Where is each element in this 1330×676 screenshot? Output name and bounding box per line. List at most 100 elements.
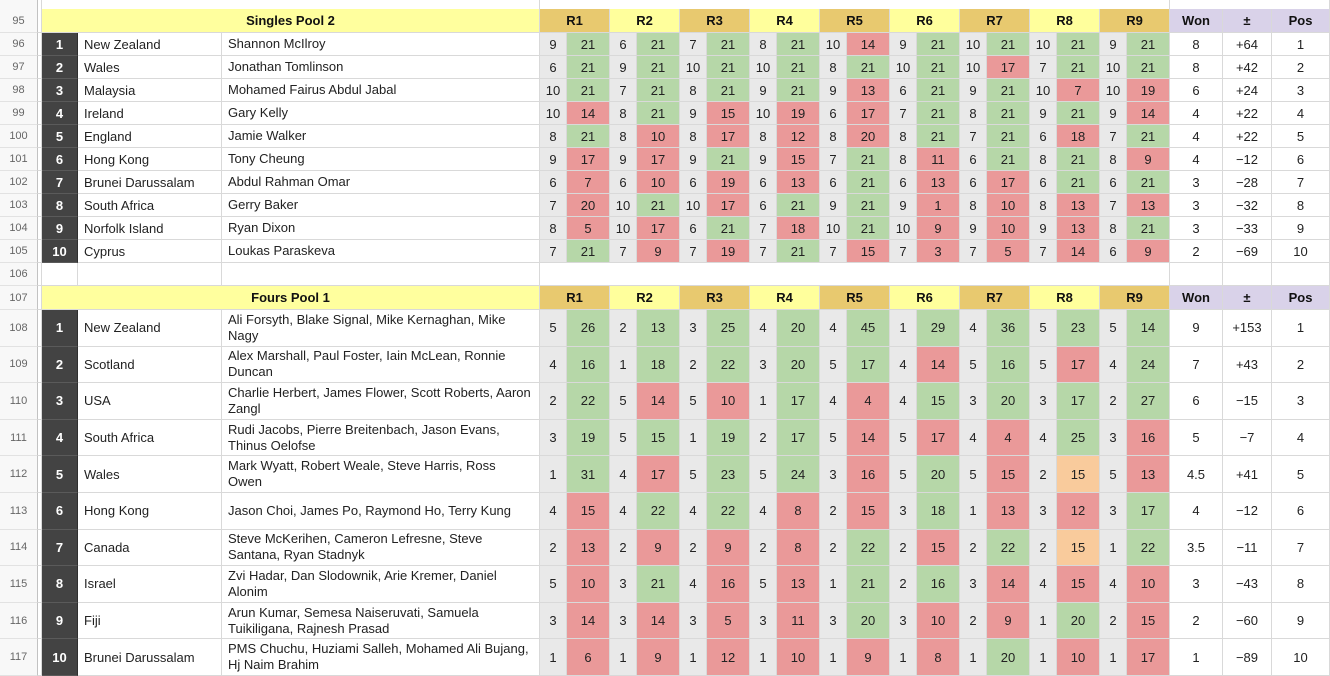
opponent-cell[interactable]: 3: [820, 456, 847, 493]
opponent-cell[interactable]: 8: [820, 125, 847, 148]
score-cell[interactable]: 17: [1057, 383, 1100, 420]
pos-cell[interactable]: 7: [1272, 529, 1330, 567]
players-cell[interactable]: Mark Wyatt, Robert Weale, Steve Harris, …: [222, 456, 540, 493]
score-cell[interactable]: 14: [567, 602, 610, 640]
score-cell[interactable]: 21: [847, 566, 890, 603]
opponent-cell[interactable]: 9: [820, 194, 847, 217]
diff-cell[interactable]: +42: [1223, 56, 1272, 79]
row-gutter-cell[interactable]: 101: [0, 148, 38, 171]
opponent-cell[interactable]: 7: [610, 79, 637, 102]
round-header[interactable]: R4: [750, 9, 820, 33]
players-cell[interactable]: Loukas Paraskeva: [222, 240, 540, 263]
diff-cell[interactable]: −60: [1223, 602, 1272, 640]
score-cell[interactable]: 15: [847, 492, 890, 530]
opponent-cell[interactable]: 4: [820, 383, 847, 420]
opponent-cell[interactable]: 3: [1100, 419, 1127, 457]
opponent-cell[interactable]: 5: [750, 566, 777, 603]
opponent-cell[interactable]: 6: [1030, 125, 1057, 148]
diff-cell[interactable]: +24: [1223, 79, 1272, 102]
diff-cell[interactable]: +41: [1223, 456, 1272, 493]
opponent-cell[interactable]: 7: [1100, 125, 1127, 148]
opponent-cell[interactable]: 10: [1100, 56, 1127, 79]
opponent-cell[interactable]: 4: [680, 492, 707, 530]
opponent-cell[interactable]: 3: [540, 419, 567, 457]
diff-cell[interactable]: −33: [1223, 217, 1272, 240]
country-cell[interactable]: England: [78, 125, 222, 148]
opponent-cell[interactable]: 2: [890, 566, 917, 603]
score-cell[interactable]: 21: [847, 217, 890, 240]
row-gutter-cell[interactable]: 97: [0, 56, 38, 79]
opponent-cell[interactable]: 7: [540, 240, 567, 263]
round-header[interactable]: R9: [1100, 9, 1170, 33]
score-cell[interactable]: 9: [707, 529, 750, 567]
country-cell[interactable]: Wales: [78, 56, 222, 79]
score-cell[interactable]: 13: [567, 529, 610, 567]
won-cell[interactable]: 6: [1170, 79, 1223, 102]
score-cell[interactable]: 21: [637, 79, 680, 102]
opponent-cell[interactable]: 10: [680, 56, 707, 79]
score-cell[interactable]: 14: [637, 383, 680, 420]
score-cell[interactable]: 13: [917, 171, 960, 194]
opponent-cell[interactable]: 7: [960, 125, 987, 148]
score-cell[interactable]: 5: [707, 602, 750, 640]
opponent-cell[interactable]: 4: [890, 383, 917, 420]
won-cell[interactable]: 2: [1170, 240, 1223, 263]
pos-cell[interactable]: 10: [1272, 639, 1330, 676]
section-title[interactable]: Fours Pool 1: [42, 286, 540, 310]
score-cell[interactable]: 15: [777, 148, 820, 171]
opponent-cell[interactable]: 8: [610, 102, 637, 125]
seed-cell[interactable]: 7: [42, 171, 78, 194]
row-gutter-cell[interactable]: 112: [0, 456, 38, 493]
opponent-cell[interactable]: 7: [820, 148, 847, 171]
empty-cell[interactable]: [1272, 263, 1330, 286]
score-cell[interactable]: 25: [1057, 419, 1100, 457]
opponent-cell[interactable]: 3: [960, 566, 987, 603]
won-cell[interactable]: 4: [1170, 148, 1223, 171]
opponent-cell[interactable]: 3: [960, 383, 987, 420]
score-cell[interactable]: 19: [707, 171, 750, 194]
score-cell[interactable]: 14: [917, 346, 960, 384]
score-cell[interactable]: 22: [987, 529, 1030, 567]
players-cell[interactable]: Mohamed Fairus Abdul Jabal: [222, 79, 540, 102]
score-cell[interactable]: 20: [847, 602, 890, 640]
round-header[interactable]: R3: [680, 9, 750, 33]
score-cell[interactable]: 16: [1127, 419, 1170, 457]
round-header[interactable]: R8: [1030, 9, 1100, 33]
opponent-cell[interactable]: 7: [680, 33, 707, 56]
score-cell[interactable]: 14: [1127, 310, 1170, 347]
score-cell[interactable]: 9: [1127, 148, 1170, 171]
opponent-cell[interactable]: 9: [820, 79, 847, 102]
country-cell[interactable]: New Zealand: [78, 310, 222, 347]
players-cell[interactable]: Charlie Herbert, James Flower, Scott Rob…: [222, 383, 540, 420]
opponent-cell[interactable]: 7: [750, 217, 777, 240]
round-header[interactable]: R4: [750, 286, 820, 310]
seed-cell[interactable]: 5: [42, 125, 78, 148]
score-cell[interactable]: 17: [847, 346, 890, 384]
players-cell[interactable]: Gary Kelly: [222, 102, 540, 125]
score-cell[interactable]: 11: [917, 148, 960, 171]
opponent-cell[interactable]: 4: [820, 310, 847, 347]
row-gutter-cell[interactable]: 103: [0, 194, 38, 217]
opponent-cell[interactable]: 2: [960, 529, 987, 567]
pos-cell[interactable]: 1: [1272, 33, 1330, 56]
seed-cell[interactable]: 4: [42, 419, 78, 457]
opponent-cell[interactable]: 8: [610, 125, 637, 148]
opponent-cell[interactable]: 1: [750, 383, 777, 420]
opponent-cell[interactable]: 3: [890, 492, 917, 530]
score-cell[interactable]: 13: [1127, 194, 1170, 217]
score-cell[interactable]: 21: [917, 102, 960, 125]
opponent-cell[interactable]: 9: [750, 148, 777, 171]
opponent-cell[interactable]: 2: [1100, 602, 1127, 640]
score-cell[interactable]: 16: [917, 566, 960, 603]
score-cell[interactable]: 23: [1057, 310, 1100, 347]
score-cell[interactable]: 7: [567, 171, 610, 194]
seed-cell[interactable]: 6: [42, 148, 78, 171]
opponent-cell[interactable]: 4: [540, 346, 567, 384]
opponent-cell[interactable]: 9: [890, 33, 917, 56]
players-cell[interactable]: Jamie Walker: [222, 125, 540, 148]
row-gutter-cell[interactable]: 111: [0, 419, 38, 457]
opponent-cell[interactable]: 2: [680, 529, 707, 567]
score-cell[interactable]: 5: [567, 217, 610, 240]
empty-cell[interactable]: [42, 263, 78, 286]
row-gutter-cell[interactable]: 109: [0, 346, 38, 384]
